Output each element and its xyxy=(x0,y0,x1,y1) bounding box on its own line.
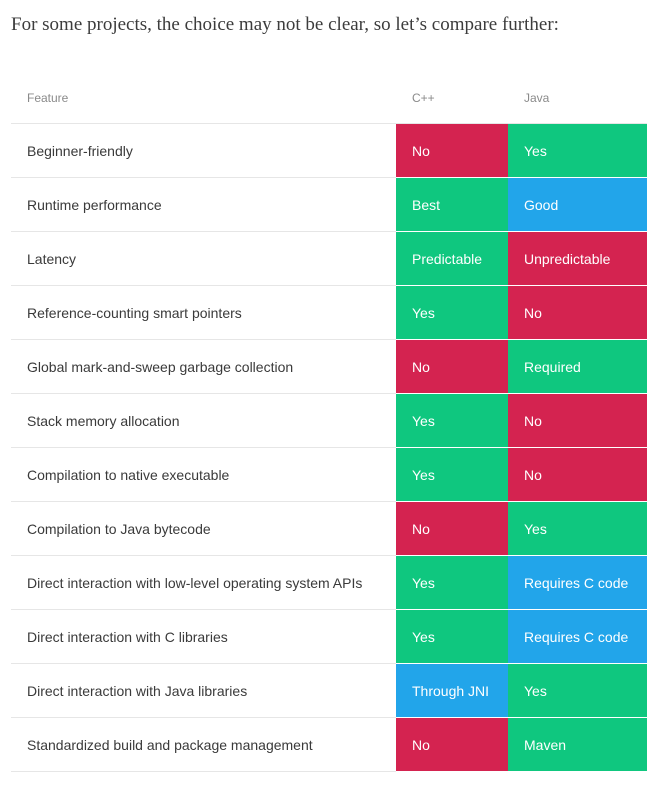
header-java: Java xyxy=(508,72,647,124)
table-row: Compilation to native executable Yes No xyxy=(11,447,647,502)
feature-cell: Compilation to Java bytecode xyxy=(11,501,396,556)
table-header-row: Feature C++ Java xyxy=(11,72,647,124)
feature-cell: Latency xyxy=(11,231,396,286)
cpp-cell: Best xyxy=(396,177,508,232)
cpp-cell: Yes xyxy=(396,555,508,610)
table-row: Global mark-and-sweep garbage collection… xyxy=(11,339,647,394)
java-cell: Requires C code xyxy=(508,555,647,610)
cpp-cell: No xyxy=(396,717,508,772)
java-cell: Required xyxy=(508,339,647,394)
table-row: Compilation to Java bytecode No Yes xyxy=(11,501,647,556)
java-cell: No xyxy=(508,447,647,502)
table-row: Stack memory allocation Yes No xyxy=(11,393,647,448)
cpp-cell: No xyxy=(396,123,508,178)
table-row: Direct interaction with low-level operat… xyxy=(11,555,647,610)
intro-text: For some projects, the choice may not be… xyxy=(11,14,559,35)
feature-cell: Direct interaction with low-level operat… xyxy=(11,555,396,610)
table-row: Direct interaction with Java libraries T… xyxy=(11,663,647,718)
cpp-cell: Yes xyxy=(396,609,508,664)
java-cell: No xyxy=(508,285,647,340)
table-row: Beginner-friendly No Yes xyxy=(11,123,647,178)
table-row: Direct interaction with C libraries Yes … xyxy=(11,609,647,664)
feature-cell: Runtime performance xyxy=(11,177,396,232)
table-row: Runtime performance Best Good xyxy=(11,177,647,232)
java-cell: Requires C code xyxy=(508,609,647,664)
cpp-cell: No xyxy=(396,501,508,556)
cpp-cell: Yes xyxy=(396,285,508,340)
table-row: Latency Predictable Unpredictable xyxy=(11,231,647,286)
header-cpp: C++ xyxy=(396,72,508,124)
cpp-cell: Through JNI xyxy=(396,663,508,718)
java-cell: Unpredictable xyxy=(508,231,647,286)
cpp-cell: No xyxy=(396,339,508,394)
java-cell: Yes xyxy=(508,663,647,718)
feature-cell: Compilation to native executable xyxy=(11,447,396,502)
cpp-cell: Yes xyxy=(396,447,508,502)
feature-cell: Stack memory allocation xyxy=(11,393,396,448)
cpp-cell: Yes xyxy=(396,393,508,448)
table-row: Standardized build and package managemen… xyxy=(11,717,647,772)
header-feature: Feature xyxy=(11,72,396,124)
cpp-cell: Predictable xyxy=(396,231,508,286)
feature-cell: Standardized build and package managemen… xyxy=(11,717,396,772)
feature-cell: Beginner-friendly xyxy=(11,123,396,178)
table-row: Reference-counting smart pointers Yes No xyxy=(11,285,647,340)
java-cell: Yes xyxy=(508,501,647,556)
feature-cell: Reference-counting smart pointers xyxy=(11,285,396,340)
java-cell: No xyxy=(508,393,647,448)
java-cell: Good xyxy=(508,177,647,232)
java-cell: Yes xyxy=(508,123,647,178)
feature-cell: Global mark-and-sweep garbage collection xyxy=(11,339,396,394)
feature-cell: Direct interaction with C libraries xyxy=(11,609,396,664)
comparison-table: Feature C++ Java Beginner-friendly No Ye… xyxy=(11,72,647,772)
java-cell: Maven xyxy=(508,717,647,772)
feature-cell: Direct interaction with Java libraries xyxy=(11,663,396,718)
